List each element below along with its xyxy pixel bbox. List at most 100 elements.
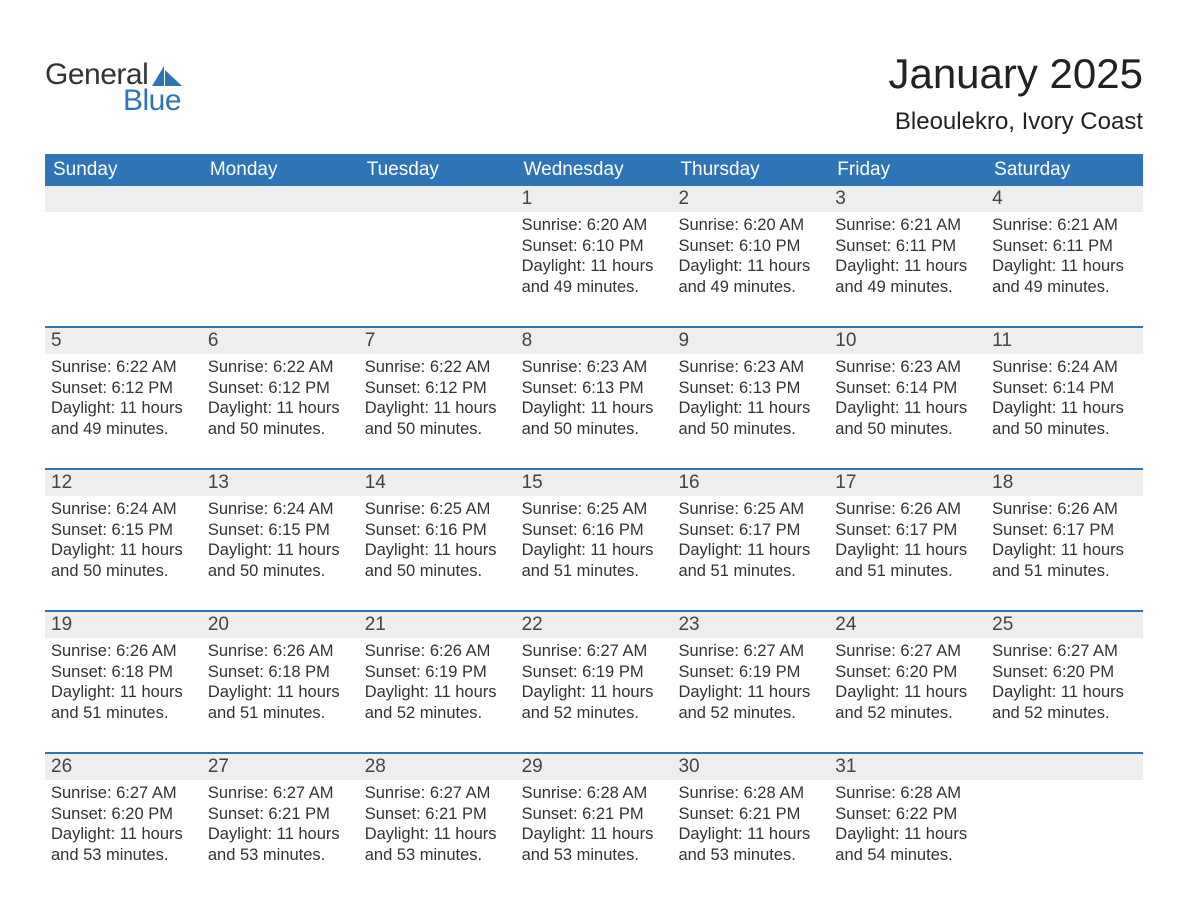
calendar-day: 2Sunrise: 6:20 AMSunset: 6:10 PMDaylight… <box>672 186 829 314</box>
daylight-line-1: Daylight: 11 hours <box>678 824 823 845</box>
day-details: Sunrise: 6:21 AMSunset: 6:11 PMDaylight:… <box>986 212 1143 308</box>
day-number: 19 <box>45 612 202 638</box>
day-details: Sunrise: 6:20 AMSunset: 6:10 PMDaylight:… <box>672 212 829 308</box>
day-details: Sunrise: 6:24 AMSunset: 6:14 PMDaylight:… <box>986 354 1143 450</box>
calendar-day: 13Sunrise: 6:24 AMSunset: 6:15 PMDayligh… <box>202 470 359 598</box>
day-details: Sunrise: 6:25 AMSunset: 6:16 PMDaylight:… <box>359 496 516 592</box>
day-header: Wednesday <box>516 154 673 186</box>
calendar-week: 1Sunrise: 6:20 AMSunset: 6:10 PMDaylight… <box>45 186 1143 314</box>
calendar-week: 19Sunrise: 6:26 AMSunset: 6:18 PMDayligh… <box>45 610 1143 740</box>
day-number: 26 <box>45 754 202 780</box>
daylight-line-1: Daylight: 11 hours <box>678 398 823 419</box>
sunset-line: Sunset: 6:21 PM <box>678 804 823 825</box>
sunrise-line: Sunrise: 6:25 AM <box>678 499 823 520</box>
calendar-day: 25Sunrise: 6:27 AMSunset: 6:20 PMDayligh… <box>986 612 1143 740</box>
sunset-line: Sunset: 6:13 PM <box>678 378 823 399</box>
calendar-day-empty <box>202 186 359 314</box>
sunset-line: Sunset: 6:17 PM <box>992 520 1137 541</box>
daylight-line-2: and 52 minutes. <box>835 703 980 724</box>
calendar-day: 26Sunrise: 6:27 AMSunset: 6:20 PMDayligh… <box>45 754 202 882</box>
calendar-day: 9Sunrise: 6:23 AMSunset: 6:13 PMDaylight… <box>672 328 829 456</box>
day-number <box>45 186 202 212</box>
sunrise-line: Sunrise: 6:24 AM <box>208 499 353 520</box>
sunrise-line: Sunrise: 6:21 AM <box>992 215 1137 236</box>
calendar-day: 22Sunrise: 6:27 AMSunset: 6:19 PMDayligh… <box>516 612 673 740</box>
sunrise-line: Sunrise: 6:27 AM <box>678 641 823 662</box>
daylight-line-1: Daylight: 11 hours <box>208 540 353 561</box>
calendar-week: 5 Sunrise: 6:22 AMSunset: 6:12 PM Daylight… <box>45 326 1143 456</box>
day-number: 27 <box>202 754 359 780</box>
daylight-line-2: and 51 minutes. <box>992 561 1137 582</box>
calendar-day: 3Sunrise: 6:21 AMSunset: 6:11 PMDaylight… <box>829 186 986 314</box>
calendar-day: 28Sunrise: 6:27 AMSunset: 6:21 PMDayligh… <box>359 754 516 882</box>
daylight-line-1: Daylight: 11 hours <box>678 256 823 277</box>
daylight-line-1: Daylight: 11 hours <box>208 682 353 703</box>
daylight-line-2: and 50 minutes. <box>51 561 196 582</box>
daylight-line-2: and 50 minutes. <box>365 561 510 582</box>
daylight-line-2: and 50 minutes. <box>835 419 980 440</box>
daylight-line-1: Daylight: 11 hours <box>365 540 510 561</box>
sunset-line: Sunset: 6:20 PM <box>51 804 196 825</box>
day-details: Sunrise: 6:27 AMSunset: 6:20 PMDaylight:… <box>986 638 1143 734</box>
day-number: 4 <box>986 186 1143 212</box>
day-number: 20 <box>202 612 359 638</box>
sunrise-line: Sunrise: 6:25 AM <box>365 499 510 520</box>
day-number: 28 <box>359 754 516 780</box>
calendar-day: 21Sunrise: 6:26 AMSunset: 6:19 PMDayligh… <box>359 612 516 740</box>
sunrise-line: Sunrise: 6:28 AM <box>678 783 823 804</box>
day-header: Sunday <box>45 154 202 186</box>
calendar-day: 31Sunrise: 6:28 AMSunset: 6:22 PMDayligh… <box>829 754 986 882</box>
daylight-line-2: and 54 minutes. <box>835 845 980 866</box>
day-number: 5 <box>45 328 202 354</box>
daylight-line-2: and 53 minutes. <box>51 845 196 866</box>
daylight-line-2: and 51 minutes. <box>51 703 196 724</box>
day-details: Sunrise: 6:23 AMSunset: 6:13 PMDaylight:… <box>516 354 673 450</box>
day-number: 24 <box>829 612 986 638</box>
day-number: 21 <box>359 612 516 638</box>
calendar-day: 17Sunrise: 6:26 AMSunset: 6:17 PMDayligh… <box>829 470 986 598</box>
sunrise-line: Sunrise: 6:27 AM <box>522 641 667 662</box>
daylight-line-2: and 53 minutes. <box>208 845 353 866</box>
sunrise-line: Sunrise: 6:27 AM <box>835 641 980 662</box>
sunset-line: Sunset: 6:17 PM <box>678 520 823 541</box>
sunset-line: Sunset: 6:12 PM <box>51 378 196 399</box>
calendar-day-empty <box>986 754 1143 882</box>
day-details: Sunrise: 6:27 AMSunset: 6:19 PMDaylight:… <box>516 638 673 734</box>
calendar-day: 14Sunrise: 6:25 AMSunset: 6:16 PMDayligh… <box>359 470 516 598</box>
daylight-line-1: Daylight: 11 hours <box>365 824 510 845</box>
sunrise-line: Sunrise: 6:26 AM <box>365 641 510 662</box>
daylight-line-2: and 51 minutes. <box>835 561 980 582</box>
day-number: 10 <box>829 328 986 354</box>
day-number: 18 <box>986 470 1143 496</box>
sunset-line: Sunset: 6:16 PM <box>522 520 667 541</box>
daylight-line-2: and 49 minutes. <box>835 277 980 298</box>
daylight-line-2: and 51 minutes. <box>208 703 353 724</box>
day-details: Sunrise: 6:26 AMSunset: 6:17 PMDaylight:… <box>986 496 1143 592</box>
daylight-line-1: Daylight: 11 hours <box>51 824 196 845</box>
day-number <box>202 186 359 212</box>
day-number: 3 <box>829 186 986 212</box>
sunset-line: Sunset: 6:21 PM <box>208 804 353 825</box>
sunrise-line: Sunrise: 6:27 AM <box>365 783 510 804</box>
sunset-line: Sunset: 6:19 PM <box>365 662 510 683</box>
sunrise-line: Sunrise: 6:22 AM <box>51 357 196 378</box>
day-details: Sunrise: 6:26 AMSunset: 6:18 PMDaylight:… <box>45 638 202 734</box>
day-details: Sunrise: 6:27 AMSunset: 6:21 PMDaylight:… <box>202 780 359 876</box>
header: General Blue January 2025 Bleoulekro, Iv… <box>45 50 1143 136</box>
calendar-day: 5Sunrise: 6:22 AMSunset: 6:12 PMDaylight… <box>45 328 202 456</box>
sunset-line: Sunset: 6:18 PM <box>51 662 196 683</box>
calendar-day: 10Sunrise: 6:23 AMSunset: 6:14 PMDayligh… <box>829 328 986 456</box>
day-details: Sunrise: 6:27 AMSunset: 6:20 PMDaylight:… <box>45 780 202 876</box>
calendar-day: 30Sunrise: 6:28 AMSunset: 6:21 PMDayligh… <box>672 754 829 882</box>
daylight-line-2: and 50 minutes. <box>365 419 510 440</box>
calendar-week: 26Sunrise: 6:27 AMSunset: 6:20 PMDayligh… <box>45 752 1143 882</box>
daylight-line-1: Daylight: 11 hours <box>522 682 667 703</box>
calendar-day: 24Sunrise: 6:27 AMSunset: 6:20 PMDayligh… <box>829 612 986 740</box>
sunset-line: Sunset: 6:18 PM <box>208 662 353 683</box>
daylight-line-1: Daylight: 11 hours <box>522 256 667 277</box>
day-number: 14 <box>359 470 516 496</box>
day-number: 13 <box>202 470 359 496</box>
daylight-line-1: Daylight: 11 hours <box>522 398 667 419</box>
sunrise-line: Sunrise: 6:24 AM <box>992 357 1137 378</box>
day-details: Sunrise: 6:25 AMSunset: 6:17 PMDaylight:… <box>672 496 829 592</box>
